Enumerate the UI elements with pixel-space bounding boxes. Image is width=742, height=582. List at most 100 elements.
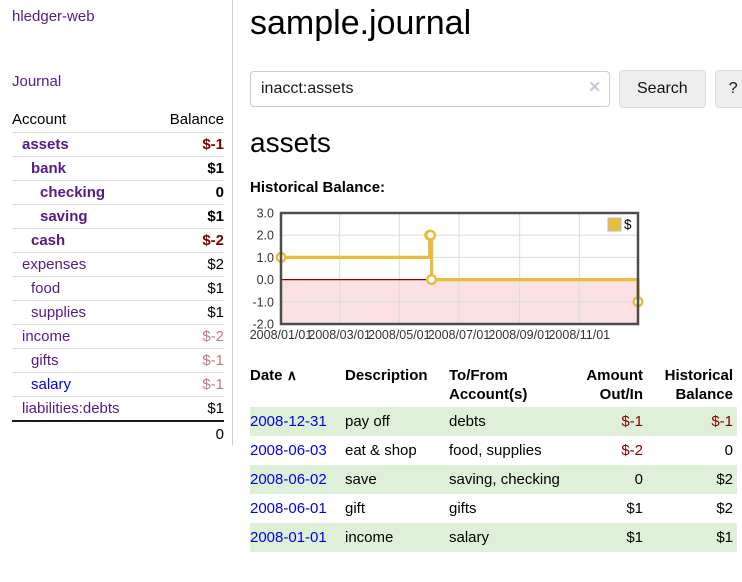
transaction-description: income — [345, 523, 449, 552]
y-tick-label: -2.0 — [252, 318, 274, 332]
transaction-amount: $1 — [626, 500, 643, 517]
sidebar-account-link[interactable]: assets — [22, 136, 69, 153]
register-table: Date ∧ Description To/From Account(s) Am… — [250, 364, 737, 552]
transaction-date-link[interactable]: 2008-06-02 — [250, 471, 327, 488]
journal-link[interactable]: Journal — [12, 73, 62, 90]
transaction-balance: $2 — [716, 500, 733, 517]
nav-journal: Journal — [12, 73, 224, 91]
sidebar-account-link[interactable]: checking — [40, 184, 106, 201]
sidebar-account-link[interactable]: liabilities:debts — [22, 400, 120, 417]
sort-ascending-icon: ∧ — [286, 367, 297, 383]
transaction-accounts: debts — [449, 407, 569, 436]
page-title: sample.journal — [250, 4, 472, 42]
sidebar-account-link[interactable]: cash — [31, 232, 66, 249]
sidebar-account-row: saving $1 — [12, 204, 224, 229]
plot-border — [279, 211, 640, 326]
sidebar-account-row: bank $1 — [12, 156, 224, 181]
sidebar-account-row: liabilities:debts $1 — [12, 396, 224, 421]
sidebar-account-row: expenses $2 — [12, 252, 224, 277]
transaction-amount: $1 — [569, 523, 647, 552]
sidebar-account-link[interactable]: supplies — [31, 304, 87, 321]
sidebar-account-row: salary $-1 — [12, 372, 224, 397]
brand: hledger-web — [12, 8, 224, 26]
transaction-description: pay off — [345, 407, 449, 436]
transaction-date-link[interactable]: 2008-12-31 — [250, 413, 327, 430]
sidebar-account-link[interactable]: food — [31, 280, 61, 297]
transaction-amount: 0 — [569, 465, 647, 494]
chart-heading: Historical Balance: — [250, 179, 386, 196]
sidebar-account-link[interactable]: bank — [31, 160, 67, 177]
x-tick-label: 2008/09/01 — [488, 328, 551, 342]
sidebar-total-row: 0 — [12, 420, 224, 447]
register-col-accounts: To/From Account(s) — [449, 367, 528, 403]
transaction-balance: $-1 — [647, 407, 737, 436]
search-box: ✕ — [250, 70, 610, 108]
sidebar-account-row: cash $-2 — [12, 228, 224, 253]
register-header-row: Date ∧ Description To/From Account(s) Am… — [250, 364, 737, 407]
sidebar-account-balance: 0 — [152, 180, 224, 205]
sidebar-account-balance: $-1 — [152, 372, 224, 397]
sidebar-account-row: supplies $1 — [12, 300, 224, 325]
sidebar-account-link[interactable]: salary — [31, 376, 72, 393]
transaction-accounts: gifts — [449, 500, 477, 517]
transaction-accounts: salary — [449, 523, 569, 552]
date-header-label: Date — [250, 367, 283, 384]
sidebar-account-link[interactable]: gifts — [31, 352, 59, 369]
register-row: 2008-01-01 income salary $1 $1 — [250, 523, 737, 552]
register-col-amount: Amount Out/In — [586, 367, 643, 403]
y-tick-label: 1.0 — [257, 251, 274, 265]
search-button[interactable]: Search — [619, 70, 706, 108]
sidebar-total-balance: 0 — [152, 420, 224, 447]
help-button[interactable]: ? — [714, 70, 742, 108]
transaction-description: gift — [345, 500, 366, 517]
register-col-description: Description — [345, 367, 428, 384]
x-tick-label: 2008/01/01 — [250, 328, 313, 342]
sidebar-account-balance: $1 — [152, 300, 224, 325]
transaction-balance: $2 — [647, 465, 737, 494]
sidebar-account-balance: $1 — [152, 396, 224, 421]
search-form: ✕ Search ? — [250, 70, 742, 108]
y-tick-label: 3.0 — [257, 208, 274, 221]
register-col-date[interactable]: Date ∧ — [250, 364, 345, 407]
sidebar-account-row: checking 0 — [12, 180, 224, 205]
register-row: 2008-12-31 pay off debts $-1 $-1 — [250, 407, 737, 436]
sidebar-account-balance: $-2 — [152, 228, 224, 253]
sidebar-account-row: gifts $-1 — [12, 348, 224, 373]
balance-column-header: Balance — [169, 111, 224, 128]
brand-link[interactable]: hledger-web — [12, 8, 95, 25]
sidebar-account-balance: $1 — [152, 276, 224, 301]
transaction-amount: $-1 — [569, 407, 647, 436]
register-body: 2008-12-31 pay off debts $-1 $-1 2008-06-03 ea… — [250, 407, 737, 552]
sidebar-account-link[interactable]: income — [22, 328, 71, 345]
x-tick-label: 2008/07/01 — [428, 328, 491, 342]
sidebar-account-row: food $1 — [12, 276, 224, 301]
sidebar-account-link[interactable]: saving — [40, 208, 88, 225]
data-point-marker — [426, 274, 438, 286]
sidebar-account-link[interactable]: expenses — [22, 256, 87, 273]
transaction-date-link[interactable]: 2008-06-01 — [250, 500, 327, 517]
sidebar: hledger-web Journal Account Balance asse… — [0, 0, 233, 447]
search-input[interactable] — [250, 71, 610, 107]
accounts-header-row: Account Balance — [12, 108, 224, 133]
data-point-marker — [425, 229, 437, 241]
main-content: sample.journal ✕ Search ? assets Histori… — [233, 0, 742, 582]
transaction-balance: 0 — [724, 442, 733, 459]
transaction-date-link[interactable]: 2008-06-03 — [250, 442, 327, 459]
account-column-header: Account — [12, 111, 67, 128]
legend-swatch-icon — [607, 217, 622, 232]
sidebar-account-row: income $-2 — [12, 324, 224, 349]
balance-chart: $3.0 2.0 1.0 0.0 -1.0 -2.02008/01/012008/03/0… — [250, 208, 644, 342]
register-row: 2008-06-03 eat & shop food, supplies $-2 0 — [250, 436, 737, 465]
register-col-balance: Historical Balance — [664, 367, 733, 403]
legend-label: $ — [624, 217, 632, 232]
y-tick-label: -1.0 — [252, 295, 274, 309]
clear-search-icon[interactable]: ✕ — [588, 79, 601, 96]
sidebar-account-balance: $1 — [152, 204, 224, 229]
sidebar-account-balance: $-1 — [152, 348, 224, 373]
sidebar-account-balance: $-2 — [152, 324, 224, 349]
transaction-date-link[interactable]: 2008-01-01 — [250, 529, 327, 546]
accounts-table: Account Balance assets $-1 bank $1 checking 0… — [12, 108, 224, 447]
transaction-description: save — [345, 465, 449, 494]
sidebar-account-balance: $1 — [152, 156, 224, 181]
register-row: 2008-06-01 gift gifts $1 $2 — [250, 494, 737, 523]
